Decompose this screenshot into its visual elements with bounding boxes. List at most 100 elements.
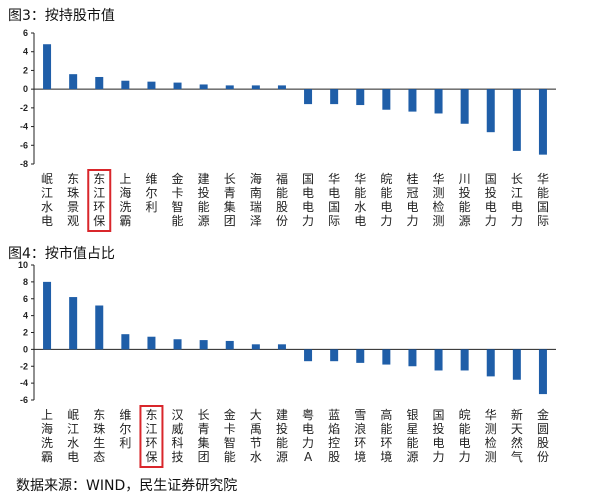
- chart1-bar: [95, 76, 104, 90]
- chart1-bar: [408, 89, 417, 112]
- chart1-bar: [330, 89, 339, 105]
- chart1-y-tick-label: 6: [23, 28, 28, 38]
- chart1-y-tick-label: 0: [23, 84, 28, 94]
- chart2-bar: [512, 349, 521, 380]
- chart2-category-label: 蓝焰控股: [328, 408, 340, 464]
- chart2-category-label: 长青集团: [198, 408, 210, 464]
- chart1-bar: [356, 89, 365, 106]
- chart2-category-label: 华测检测: [485, 408, 497, 464]
- chart2-bar: [147, 336, 156, 350]
- chart2-bar: [43, 281, 52, 350]
- chart1-bar: [382, 89, 391, 110]
- chart2-y-tick-label: 4: [23, 311, 28, 321]
- chart1-category-label: 海南瑞泽: [250, 171, 262, 228]
- chart2-bar: [225, 340, 234, 350]
- chart2-bar: [356, 349, 365, 363]
- chart1-y-tick-label: 2: [23, 65, 28, 75]
- chart2-category-label: 汉威科技: [172, 408, 184, 464]
- chart1-bar: [538, 89, 547, 155]
- chart1-bar: [304, 89, 313, 105]
- chart1-bar: [69, 74, 78, 90]
- chart2-bar: [486, 349, 495, 377]
- chart2-bar: [382, 349, 391, 365]
- chart1-bar: [173, 82, 182, 90]
- chart2-category-label: 雪浪环境: [354, 408, 366, 464]
- chart1-bar: [486, 89, 495, 133]
- chart1-category-label: 国电电力: [302, 172, 314, 228]
- chart1-category-label: 长青集团: [224, 172, 236, 228]
- chart1-bar: [277, 85, 286, 90]
- chart2-bar: [277, 344, 286, 350]
- chart1-category-label: 岷江水电: [41, 171, 53, 228]
- chart2-category-label: 金圆股份: [537, 407, 549, 464]
- chart2-bar: [434, 349, 443, 371]
- chart2-bar: [251, 344, 260, 350]
- chart2-bar: [121, 334, 130, 350]
- chart2-bar: [95, 305, 104, 350]
- chart1-category-label: 长江电力: [511, 172, 523, 228]
- chart1-category-label: 桂冠电力: [406, 171, 418, 228]
- chart2-y-tick-label: 2: [23, 328, 28, 338]
- chart2-bar: [408, 349, 417, 367]
- chart2-y-tick-label: -4: [20, 378, 28, 388]
- chart1-category-label: 东江环保: [93, 172, 105, 228]
- chart2-bar: [304, 349, 313, 362]
- chart2-category-label: 东珠生态: [93, 408, 105, 464]
- chart1-category-label: 金卡智能: [172, 171, 184, 228]
- chart1-category-label: 川投能源: [459, 172, 471, 228]
- chart2-category-label: 大禹节水: [250, 408, 262, 464]
- chart1-category-label: 东珠景观: [67, 172, 79, 228]
- chart2-category-label: 国投电力: [433, 408, 445, 464]
- chart1-category-label: 维尔利: [145, 172, 157, 214]
- chart1-category-label: 华能国际: [537, 172, 549, 228]
- chart2-bar: [69, 297, 78, 350]
- chart1-title: 图3：按持股市值: [8, 8, 115, 24]
- chart1-y-tick-label: -4: [20, 122, 28, 132]
- chart1-category-label: 华测检测: [433, 172, 445, 228]
- chart2-category-label: 粤电力 A: [302, 407, 314, 464]
- chart1-bar: [147, 81, 156, 90]
- chart1-bar: [251, 85, 260, 90]
- chart1-bar: [512, 89, 521, 151]
- chart1-bar: [225, 85, 234, 90]
- chart1-category-label: 上海洗霸: [119, 172, 131, 228]
- chart2-bar: [330, 349, 339, 362]
- chart1-y-tick-label: 4: [23, 47, 28, 57]
- chart1-category-label: 皖能电力: [380, 172, 392, 228]
- chart2-category-label: 东江环保: [145, 408, 157, 464]
- chart2-title: 图4：按市值占比: [8, 246, 115, 262]
- chart1-bar: [434, 89, 443, 114]
- chart2-y-tick-label: 10: [18, 260, 28, 270]
- chart1-bar: [460, 89, 469, 124]
- chart2-category-label: 银星能源: [406, 408, 418, 464]
- chart1-bar: [121, 80, 130, 90]
- chart1-bar: [199, 84, 208, 90]
- chart2-category-label: 维尔利: [119, 408, 131, 450]
- chart2-category-label: 建投能源: [276, 408, 288, 464]
- chart2-bar: [538, 349, 547, 395]
- chart1-category-label: 福能股份: [276, 171, 288, 228]
- chart1-category-label: 华电国际: [328, 172, 340, 228]
- chart1-category-label: 国投电力: [485, 172, 497, 228]
- chart1-bar: [43, 44, 52, 90]
- chart1-y-tick-label: -6: [20, 140, 28, 150]
- chart2-category-label: 皖能电力: [459, 408, 471, 464]
- chart2-y-tick-label: -6: [20, 395, 28, 405]
- chart1-y-tick-label: -8: [20, 159, 28, 169]
- data-source-note: 数据来源：WIND，民生证券研究院: [16, 478, 238, 494]
- chart2-bar: [199, 340, 208, 350]
- chart1-highlight-box: [87, 169, 112, 232]
- chart1-y-tick-label: -2: [20, 103, 28, 113]
- chart2-category-label: 岷江水电: [67, 407, 79, 464]
- chart2-bar: [173, 339, 182, 350]
- chart2-category-label: 新天然气: [511, 407, 523, 464]
- chart2-bar: [460, 349, 469, 371]
- chart2-highlight-box: [139, 405, 164, 468]
- chart2-y-tick-label: -2: [20, 361, 28, 371]
- chart2-category-label: 高能环境: [380, 407, 392, 464]
- chart2-y-tick-label: 0: [23, 344, 28, 354]
- chart1-category-label: 华能水电: [354, 172, 366, 228]
- chart2-y-tick-label: 6: [23, 294, 28, 304]
- chart1-category-label: 建投能源: [198, 172, 210, 228]
